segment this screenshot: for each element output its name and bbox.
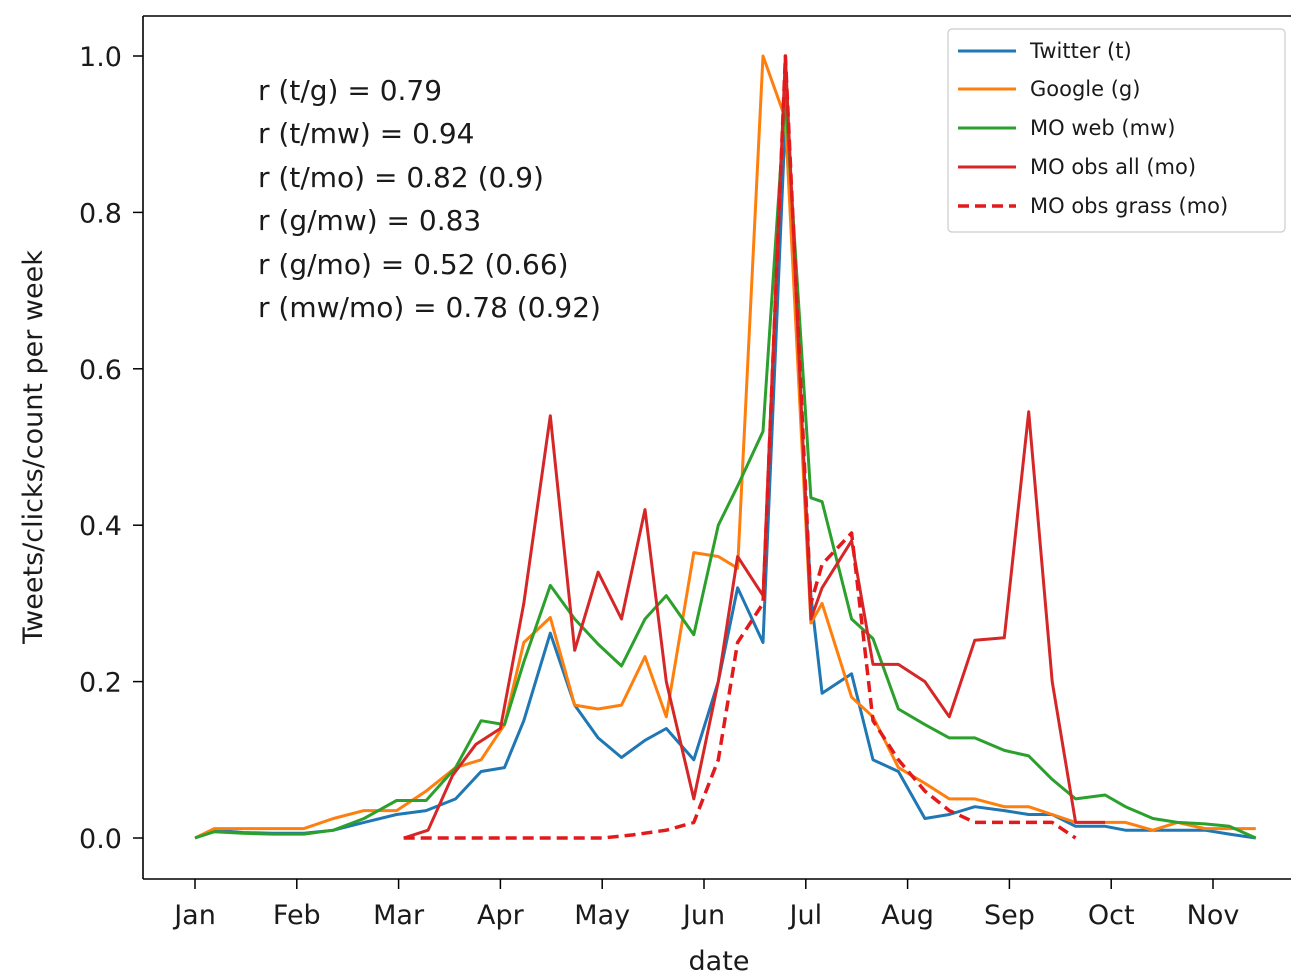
x-tick-label-5: Jun (681, 900, 725, 931)
y-tick-label-3: 0.6 (79, 355, 122, 386)
x-tick-label-4: May (574, 900, 630, 931)
x-ticks: Jan Feb Mar Apr May Jun Jul Aug Sep Oct Nov (172, 879, 1239, 931)
x-tick-label-1: Feb (273, 900, 321, 931)
x-tick-label-2: Mar (373, 900, 425, 931)
annotation-r-t-g: r (t/g) = 0.79 (258, 74, 442, 107)
axes (142, 15, 1291, 880)
x-tick-label-7: Aug (881, 900, 934, 931)
legend-box (947, 28, 1286, 233)
correlation-annotations: r (t/g) = 0.79 r (t/mw) = 0.94 r (t/mo) … (258, 74, 601, 324)
x-tick-label-3: Apr (477, 900, 525, 931)
series-layer (194, 54, 1257, 840)
y-axis-title: Tweets/clicks/count per week (18, 250, 49, 645)
legend-label-mo-web: MO web (mw) (1030, 116, 1175, 140)
legend: Twitter (t) Google (g) MO web (mw) MO ob… (947, 28, 1286, 233)
x-tick-label-0: Jan (172, 900, 216, 931)
series-line-2 (194, 93, 1257, 840)
x-tick-label-10: Nov (1187, 900, 1240, 931)
series-line-4 (403, 54, 1077, 840)
annotation-r-mw-mo: r (mw/mo) = 0.78 (0.92) (258, 291, 601, 324)
y-ticks: 0.0 0.2 0.4 0.6 0.8 1.0 (79, 42, 143, 855)
x-tick-label-6: Jul (788, 900, 823, 931)
y-tick-label-0: 0.0 (79, 824, 122, 855)
x-axis-title: date (689, 946, 750, 976)
legend-label-mo-obs-all: MO obs all (mo) (1030, 155, 1196, 179)
legend-label-google: Google (g) (1030, 77, 1140, 101)
y-tick-label-2: 0.4 (79, 511, 122, 542)
annotation-r-g-mo: r (g/mo) = 0.52 (0.66) (258, 248, 569, 281)
x-tick-label-9: Oct (1088, 900, 1135, 931)
series-line-0 (194, 117, 1257, 840)
series-line-3 (403, 54, 1106, 840)
legend-label-twitter: Twitter (t) (1029, 39, 1132, 63)
y-tick-label-4: 0.8 (79, 198, 122, 229)
y-tick-label-5: 1.0 (79, 42, 122, 73)
legend-label-mo-obs-grass: MO obs grass (mo) (1030, 194, 1228, 218)
y-tick-label-1: 0.2 (79, 668, 122, 699)
x-tick-label-8: Sep (984, 900, 1035, 931)
annotation-r-t-mw: r (t/mw) = 0.94 (258, 117, 474, 150)
annotation-r-g-mw: r (g/mw) = 0.83 (258, 204, 481, 237)
annotation-r-t-mo: r (t/mo) = 0.82 (0.9) (258, 161, 544, 194)
